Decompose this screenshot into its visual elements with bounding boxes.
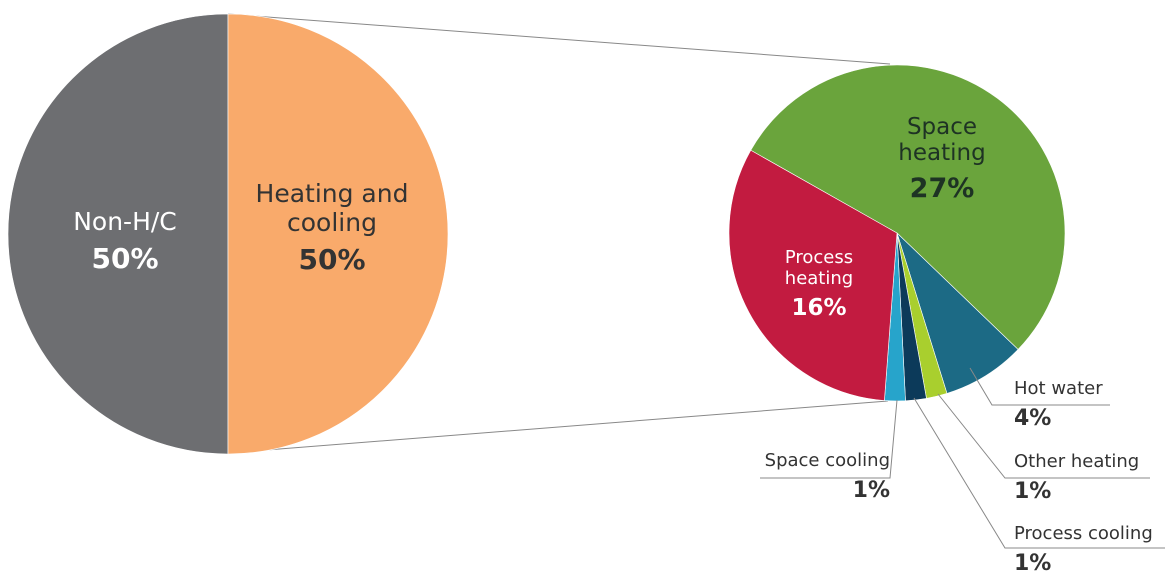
- slice-label: Process heating 16%: [758, 247, 880, 322]
- value-label: 27%: [909, 172, 975, 204]
- value-label: 1%: [1014, 478, 1052, 504]
- value-label: 50%: [91, 241, 159, 275]
- pie-slice: [7, 13, 229, 455]
- value-label: 1%: [852, 477, 890, 503]
- connector: [227, 400, 889, 454]
- category-label: Heating and cooling: [255, 179, 409, 237]
- leader-line: [913, 397, 1165, 549]
- pie-slice: [750, 64, 1066, 350]
- leader-line: [969, 367, 1110, 406]
- value-label: 1%: [1014, 550, 1052, 576]
- slice-label: Non-H/C 50%: [45, 207, 205, 275]
- slice-label: Process cooling 1%: [1014, 523, 1165, 576]
- slice-label: Heating and cooling 50%: [252, 179, 412, 276]
- category-label: Space heating: [898, 114, 986, 167]
- category-label: Process heating: [784, 247, 854, 289]
- value-label: 16%: [791, 295, 847, 322]
- leader-line: [760, 399, 898, 479]
- category-label: Hot water: [1014, 378, 1103, 399]
- slice-label: Space heating 27%: [872, 114, 1012, 204]
- pie-slice: [227, 13, 449, 455]
- category-label: Process cooling: [1014, 523, 1153, 544]
- pie-slice: [728, 149, 898, 401]
- slice-label: Hot water 4%: [1014, 378, 1164, 431]
- value-label: 4%: [1014, 405, 1052, 431]
- category-label: Non-H/C: [73, 207, 177, 236]
- leader-line: [937, 393, 1150, 479]
- slice-label: Other heating 1%: [1014, 451, 1164, 504]
- connector: [227, 13, 891, 65]
- value-label: 50%: [298, 242, 366, 276]
- category-label: Other heating: [1014, 451, 1140, 472]
- slice-label: Space cooling 1%: [740, 450, 890, 503]
- category-label: Space cooling: [764, 450, 890, 471]
